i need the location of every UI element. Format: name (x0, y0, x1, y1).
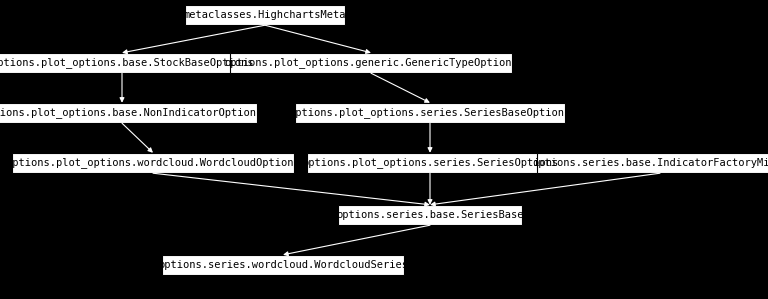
Text: options.plot_options.base.NonIndicatorOptions: options.plot_options.base.NonIndicatorOp… (0, 108, 263, 118)
FancyBboxPatch shape (230, 53, 511, 73)
FancyBboxPatch shape (338, 205, 522, 225)
Text: options.series.wordcloud.WordcloudSeries: options.series.wordcloud.WordcloudSeries (158, 260, 408, 270)
FancyBboxPatch shape (306, 153, 554, 173)
Text: options.plot_options.series.SeriesOptions: options.plot_options.series.SeriesOption… (302, 158, 558, 168)
FancyBboxPatch shape (184, 5, 346, 25)
Text: options.plot_options.base.StockBaseOptions: options.plot_options.base.StockBaseOptio… (0, 57, 253, 68)
Text: options.series.base.IndicatorFactoryMixin: options.series.base.IndicatorFactoryMixi… (532, 158, 768, 168)
FancyBboxPatch shape (295, 103, 565, 123)
FancyBboxPatch shape (12, 153, 293, 173)
FancyBboxPatch shape (0, 53, 248, 73)
FancyBboxPatch shape (162, 255, 403, 275)
Text: options.series.base.SeriesBase: options.series.base.SeriesBase (336, 210, 524, 220)
Text: options.plot_options.wordcloud.WordcloudOptions: options.plot_options.wordcloud.Wordcloud… (6, 158, 300, 168)
Text: options.plot_options.series.SeriesBaseOptions: options.plot_options.series.SeriesBaseOp… (290, 108, 571, 118)
Text: options.plot_options.generic.GenericTypeOptions: options.plot_options.generic.GenericType… (224, 57, 518, 68)
FancyBboxPatch shape (537, 153, 768, 173)
FancyBboxPatch shape (0, 103, 257, 123)
Text: metaclasses.HighchartsMeta: metaclasses.HighchartsMeta (184, 10, 346, 20)
